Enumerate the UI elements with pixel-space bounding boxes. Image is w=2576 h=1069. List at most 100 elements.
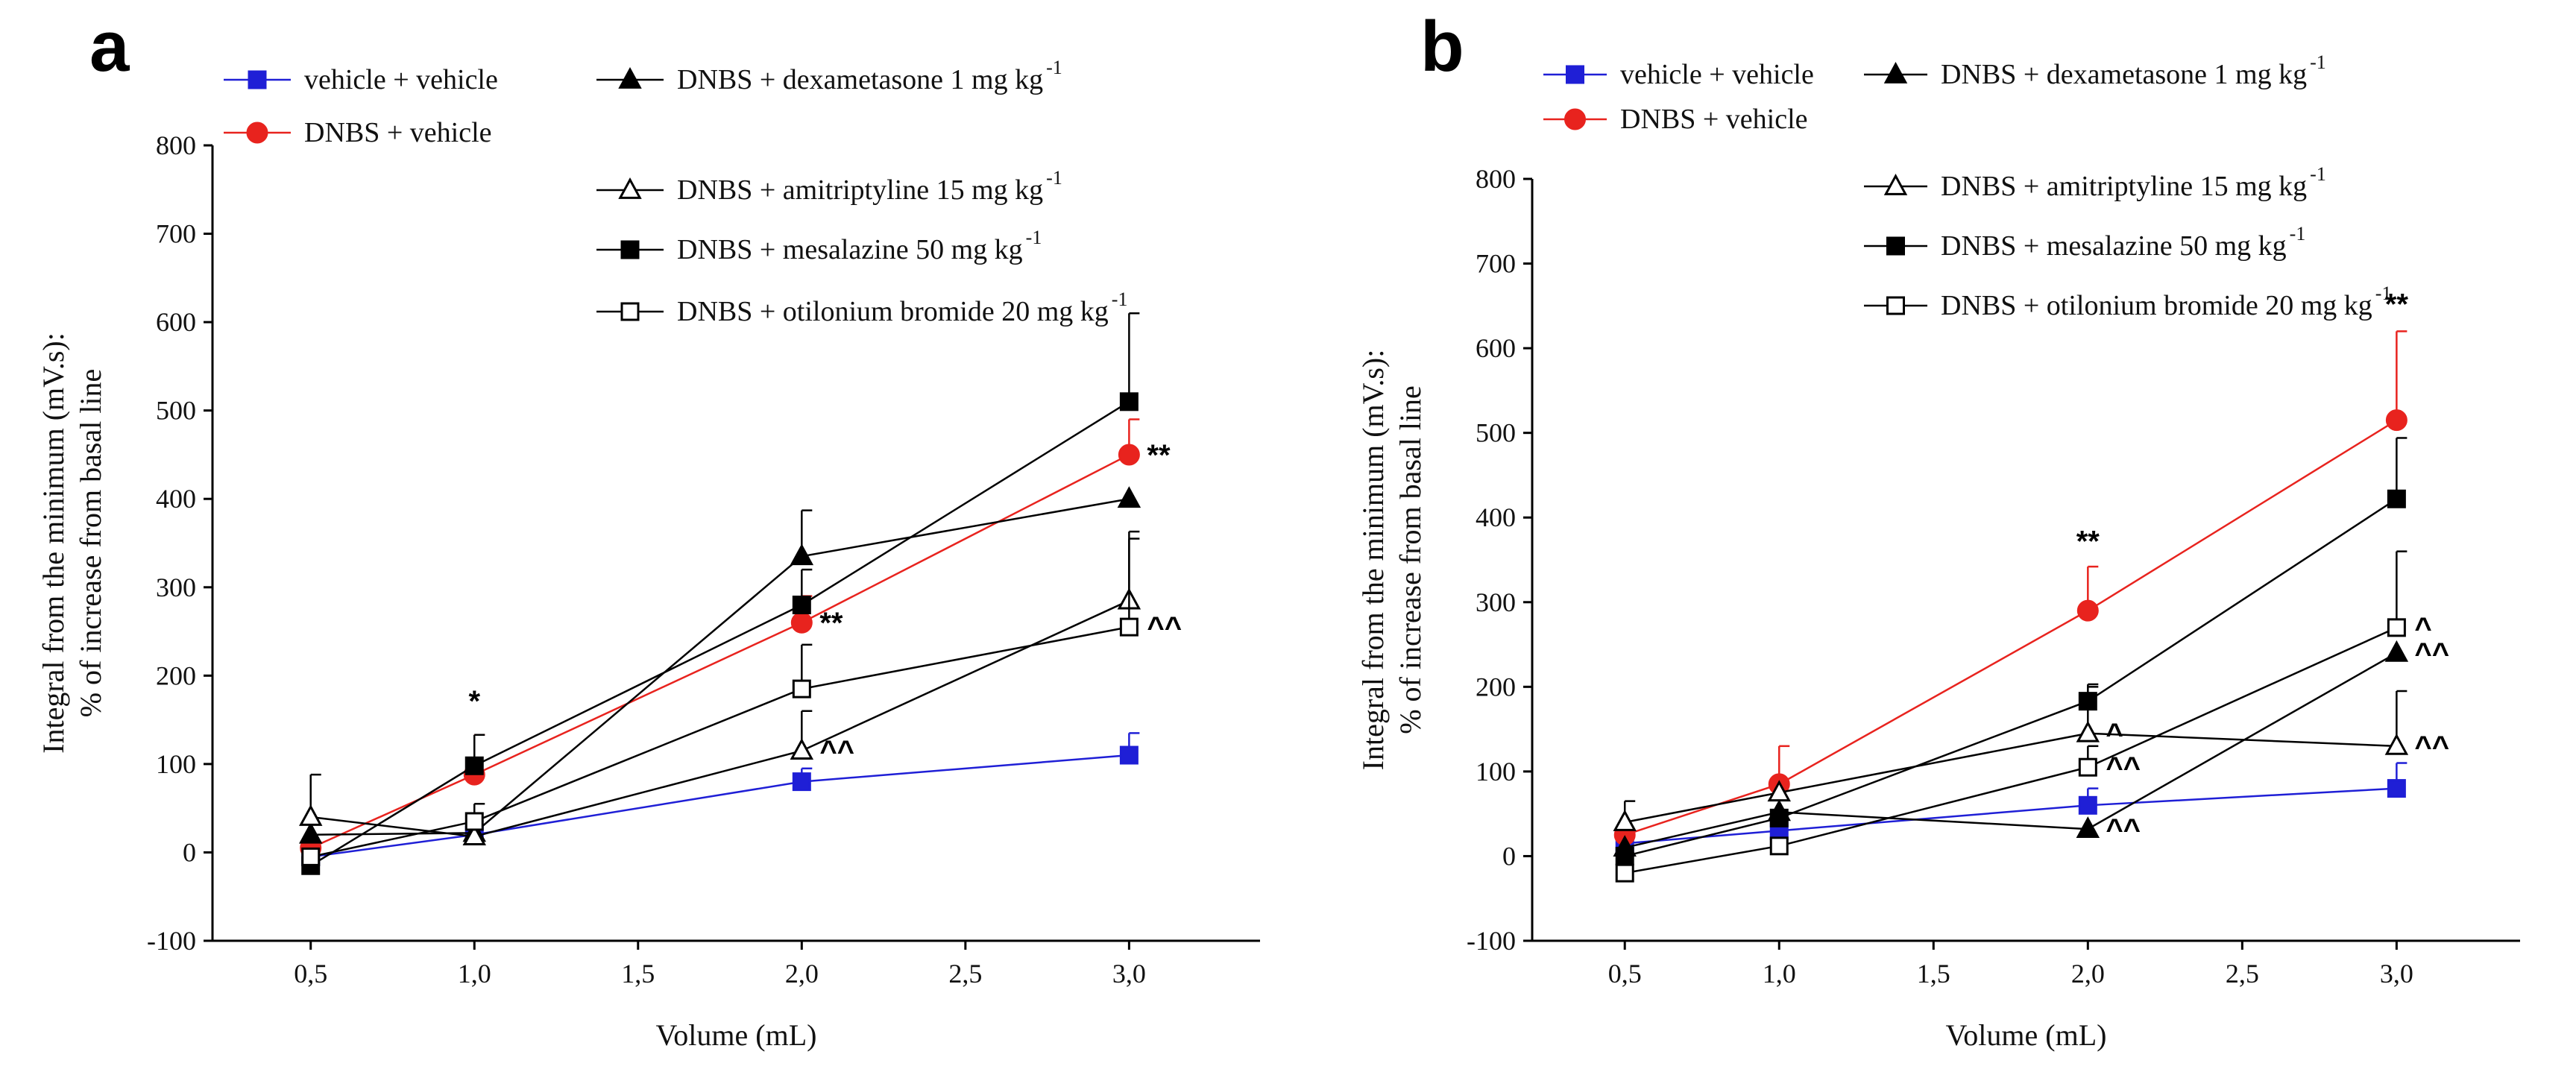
legend-marker [1566,65,1584,84]
x-tick-label: 2,5 [2226,959,2259,988]
y-axis-title-line2: % of increase from basal line [1394,385,1427,734]
series-line [1624,419,2398,836]
y-tick-label: 700 [1476,249,1516,279]
data-point [1119,745,1139,765]
legend-label: DNBS + dexametasone 1 mg kg -1 [1941,51,2326,90]
x-tick-label: 1,0 [458,959,491,988]
legend-marker [248,70,267,89]
significance-annotation: ^^ [819,735,854,768]
y-tick-label: 700 [156,219,196,249]
data-point [2076,599,2099,622]
legend-label: DNBS + otilonium bromide 20 mg kg -1 [1941,283,2391,321]
y-tick-label: 100 [1476,757,1516,786]
data-point [2078,757,2097,777]
legend-label: DNBS + vehicle [1620,104,1808,135]
data-point [2076,720,2100,742]
data-point [1118,444,1140,466]
x-tick-label: 2,5 [948,959,982,988]
y-tick-label: -100 [1467,926,1516,956]
series-line [310,497,1130,836]
legend: vehicle + vehicle DNBS + vehicle DNBS + de… [1543,51,2391,321]
data-point [465,756,484,775]
significance-annotation: * [468,685,480,718]
series-mes [301,312,1140,875]
series-line [310,754,1130,858]
legend-entry-dex: DNBS + dexametasone 1 mg kg -1 [1864,51,2326,90]
series-mes [1615,437,2407,865]
data-point [298,822,323,844]
y-tick-label: 300 [1476,587,1516,617]
legend-entry-dex: DNBS + dexametasone 1 mg kg -1 [596,57,1062,95]
y-tick-label: 600 [1476,333,1516,363]
legend-entry-mes: DNBS + mesalazine 50 mg kg -1 [1864,223,2305,262]
x-tick-label: 1,5 [1917,959,1950,988]
legend-entry-vv: vehicle + vehicle [224,64,498,95]
legend-marker [1886,236,1905,256]
legend-marker [1886,296,1905,315]
data-point [790,543,814,566]
data-point [1613,810,1637,831]
data-point [1119,617,1139,637]
significance-annotation: ** [2385,288,2409,321]
data-point [2387,489,2406,508]
y-tick-label: 500 [156,396,196,426]
significance-annotation: ** [819,607,843,640]
series-line [310,599,1130,838]
series-dex [298,486,1141,844]
x-axis-title: Volume (mL) [656,1018,817,1052]
x-tick-label: 2,0 [2071,959,2105,988]
y-tick-label: 300 [156,573,196,602]
legend-entry-oti: DNBS + otilonium bromide 20 mg kg -1 [1864,283,2391,321]
y-tick-label: 200 [1476,672,1516,701]
legend-marker [246,122,268,144]
data-point [2385,409,2407,432]
significance-annotation: ^ [2414,612,2431,645]
significance-annotation: ^ [2106,718,2123,751]
legend: vehicle + vehicle DNBS + vehicle DNBS + de… [224,57,1127,327]
y-tick-label: -100 [147,926,196,956]
x-tick-label: 0,5 [1608,959,1642,988]
data-point [1117,486,1141,508]
y-tick-label: 800 [156,130,196,160]
series-ami [1613,686,2409,831]
series-ami [298,530,1141,845]
significance-annotation: ** [2076,526,2100,558]
significance-annotation: ^^ [2106,751,2141,784]
legend-marker [1883,62,1908,83]
legend-entry-oti: DNBS + otilonium bromide 20 mg kg -1 [596,288,1127,327]
significance-annotation: ^^ [2414,731,2449,763]
legend-marker [1883,174,1908,195]
legend-entry-ami: DNBS + amitriptyline 15 mg kg -1 [1864,163,2326,202]
y-tick-label: 100 [156,749,196,779]
legend-entry-mes: DNBS + mesalazine 50 mg kg -1 [596,227,1042,265]
x-tick-label: 1,5 [621,959,655,988]
y-tick-label: 200 [156,660,196,690]
y-axis-title-line2: % of increase from basal line [74,369,107,718]
series-line [310,453,1130,849]
data-point [790,738,814,760]
y-tick-label: 400 [1476,502,1516,532]
series-oti [301,537,1140,866]
legend-label: DNBS + dexametasone 1 mg kg -1 [677,57,1062,95]
x-tick-label: 3,0 [2380,959,2413,988]
legend-label: DNBS + amitriptyline 15 mg kg -1 [677,167,1062,206]
data-point [1119,392,1139,411]
data-point [298,804,323,826]
x-tick-label: 3,0 [1112,959,1146,988]
data-point [301,847,321,866]
legend-entry-dv: DNBS + vehicle [1543,104,1808,135]
x-tick-label: 2,0 [785,959,819,988]
significance-annotation: ** [1147,439,1171,472]
series-line [1624,498,2398,857]
series-dv [1613,330,2407,846]
legend-marker [1564,108,1586,130]
series-vv [301,732,1140,866]
data-point [792,679,811,699]
data-point [1615,846,1634,865]
data-point [1769,836,1789,856]
legend-label: DNBS + mesalazine 50 mg kg -1 [1941,223,2305,262]
x-tick-label: 0,5 [294,959,327,988]
data-point [1615,863,1634,883]
data-point [790,611,813,634]
